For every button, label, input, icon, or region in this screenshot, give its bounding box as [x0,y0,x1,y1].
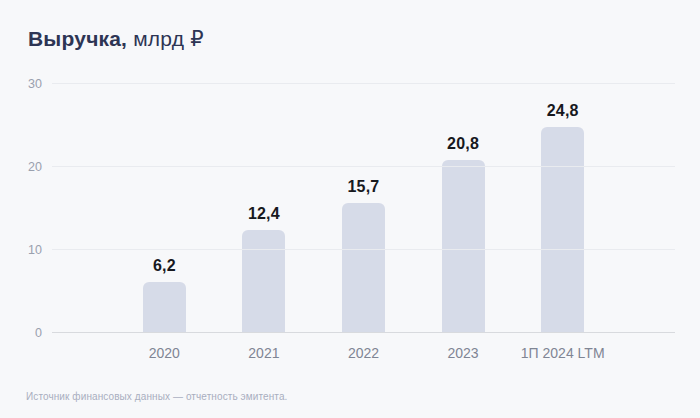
y-tick-label: 20 [28,161,42,174]
bar [342,203,385,333]
chart-title-unit: млрд ₽ [127,27,204,50]
chart-title: Выручка, млрд ₽ [28,27,204,51]
bar-column: 12,42021 [214,84,314,333]
revenue-chart-page: Выручка, млрд ₽ 0102030 6,2202012,420211… [0,0,700,418]
bar-value-label: 6,2 [153,258,176,274]
x-tick-label: 2020 [115,346,215,360]
bar-value-label: 12,4 [248,206,280,222]
bar-columns: 6,2202012,4202115,7202220,8202324,81П 20… [52,84,675,333]
bar [242,230,285,333]
bar-column: 6,22020 [115,84,215,333]
gridline [52,249,675,250]
bar [442,160,485,333]
bar [143,282,186,333]
bar [541,127,584,333]
x-tick-label: 1П 2024 LTM [513,346,613,360]
y-tick-label: 30 [28,78,42,91]
x-tick-label: 2021 [214,346,314,360]
y-tick-label: 10 [28,244,42,257]
source-note: Источник финансовых данных — отчетность … [26,391,287,402]
gridline [52,166,675,167]
x-tick-label: 2023 [413,346,513,360]
bar-column: 15,72022 [314,84,414,333]
x-tick-label: 2022 [314,346,414,360]
bar-value-label: 15,7 [348,179,380,195]
y-tick-label: 0 [35,327,42,340]
y-axis: 0102030 [14,84,42,333]
gridline-baseline [52,332,675,333]
bar-value-label: 20,8 [447,136,479,152]
plot-area: 6,2202012,4202115,7202220,8202324,81П 20… [52,84,675,333]
chart-title-main: Выручка, [28,27,127,50]
gridline [52,83,675,84]
bar-value-label: 24,8 [547,103,579,119]
bar-column: 20,82023 [413,84,513,333]
bar-column: 24,81П 2024 LTM [513,84,613,333]
